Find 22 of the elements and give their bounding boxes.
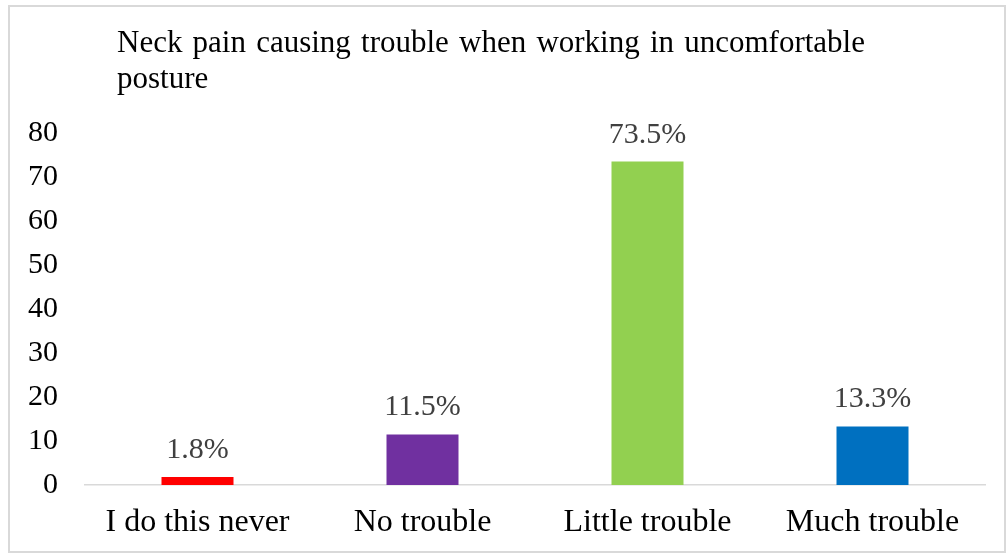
y-tick-label: 70 [28,157,58,191]
y-tick-label: 40 [28,289,58,323]
y-tick-label: 20 [28,377,58,411]
data-label: 13.3% [833,380,912,414]
y-tick-label: 0 [43,465,58,499]
data-label: 11.5% [384,388,461,422]
bar [386,434,459,485]
chart-title: Neck pain causing trouble when working in uncomfortable posture [117,24,865,96]
y-tick-label: 60 [28,201,58,235]
y-tick-label: 30 [28,333,58,367]
y-tick-label: 50 [28,245,58,279]
x-tick-label: I do this never [105,501,290,538]
y-tick-label: 80 [28,113,58,147]
y-tick-label: 10 [28,421,58,455]
data-label: 73.5% [608,115,687,149]
bar [611,161,684,485]
x-tick-label: No trouble [353,501,492,538]
x-tick-label: Much trouble [785,501,960,538]
data-label: 1.8% [166,431,229,465]
bar [836,426,909,485]
x-tick-label: Little trouble [563,501,732,538]
bar [161,477,234,485]
